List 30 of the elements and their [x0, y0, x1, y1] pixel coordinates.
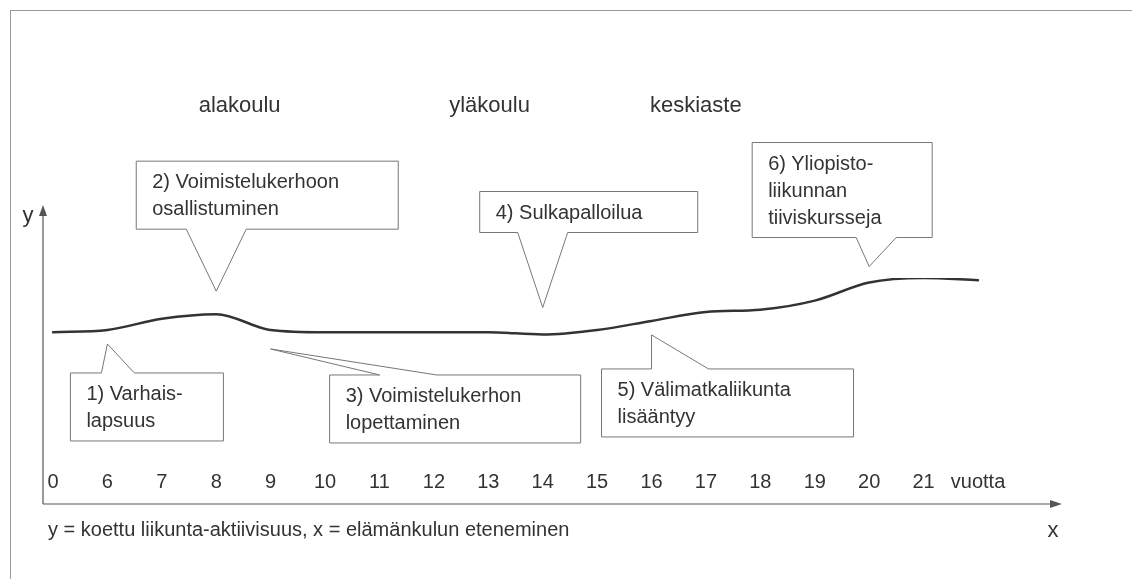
x-tick-label: 20	[858, 469, 881, 492]
text: 4) Sulkapalloilua	[495, 199, 643, 225]
annotation: 5) Välimatkaliikunta lisääntyy	[617, 376, 791, 429]
y-axis-title: y	[22, 201, 34, 228]
text: 6) Yliopisto- liikunnan tiiviskursseja	[768, 150, 882, 230]
x-tick-label: 19	[803, 469, 826, 492]
text: alakoulu	[198, 91, 281, 118]
x-tick-label: 16	[640, 469, 663, 492]
text: keskiaste	[649, 91, 742, 118]
x-tick-label: 8	[210, 469, 222, 492]
x-tick-label: vuotta	[950, 469, 1007, 492]
x-tick-label: 0	[47, 469, 59, 492]
x-tick-label: 11	[369, 469, 390, 492]
x-tick-label: 12	[422, 469, 446, 492]
x-tick-label: 17	[694, 469, 718, 492]
x-tick-label: 15	[585, 469, 609, 492]
x-tick-label: 13	[477, 469, 500, 492]
text: 2) Voimistelukerhoon osallistuminen	[152, 169, 340, 222]
x-tick-label: 18	[749, 469, 772, 492]
annotation: 1) Varhais- lapsuus	[86, 380, 183, 433]
x-tick-label: 10	[313, 469, 337, 492]
x-tick-label: 6	[101, 469, 113, 492]
x-tick-label: 9	[265, 469, 277, 492]
x-tick-label: 14	[531, 469, 554, 492]
text: y = koettu liikunta-aktiivisuus, x = elämänkulun eteneminen	[48, 517, 570, 542]
text: yläkoulu	[449, 91, 530, 118]
x-axis-title: x	[1047, 516, 1059, 543]
annotation: 3) Voimistelukerhon lopettaminen	[345, 382, 522, 435]
x-tick-label: 21	[912, 469, 935, 492]
x-tick-label: 7	[156, 469, 168, 492]
